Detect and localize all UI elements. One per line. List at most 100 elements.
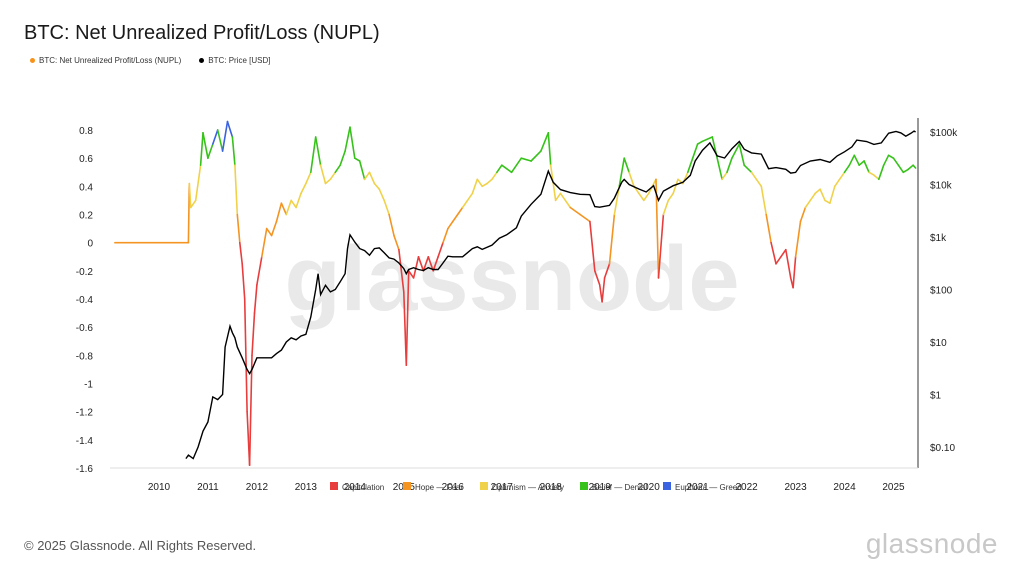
nupl-segment	[554, 192, 562, 202]
nupl-segment	[231, 136, 236, 166]
nupl-segment	[743, 164, 753, 174]
nupl-segment	[814, 188, 821, 195]
y-left-tick-label: -1.6	[76, 464, 94, 475]
nupl-segment	[207, 143, 214, 159]
nupl-segment	[882, 154, 890, 166]
nupl-segment	[334, 164, 342, 174]
copyright: © 2025 Glassnode. All Rights Reserved.	[24, 538, 257, 553]
zone-legend-item[interactable]: Optimism — Anxiety	[480, 482, 564, 492]
nupl-segment	[873, 174, 880, 181]
nupl-segment	[877, 164, 885, 181]
nupl-segment	[701, 136, 714, 143]
legend-label-nupl: BTC: Net Unrealized Profit/Loss (NUPL)	[39, 56, 182, 65]
nupl-segment	[750, 171, 758, 181]
legend-dot-nupl	[30, 58, 35, 63]
y-left-tick-label: 0.4	[79, 182, 93, 193]
zone-label: Capitulation	[342, 483, 384, 492]
nupl-segment	[618, 157, 626, 188]
nupl-segment	[285, 199, 293, 216]
nupl-segment	[442, 227, 449, 244]
nupl-segment	[608, 213, 616, 265]
nupl-segment	[868, 171, 875, 176]
y-right-tick-label: $10	[930, 338, 947, 349]
nupl-segment	[540, 132, 550, 152]
nupl-segment	[794, 220, 802, 258]
nupl-segment	[491, 171, 498, 181]
legend-item-nupl[interactable]: BTC: Net Unrealized Profit/Loss (NUPL)	[30, 56, 181, 65]
nupl-segment	[897, 164, 905, 174]
watermark: glassnode	[284, 228, 739, 330]
x-tick-label: 2020	[638, 482, 661, 493]
zone-legend-item[interactable]: Hope — Fear	[403, 482, 463, 492]
nupl-segment	[672, 178, 679, 195]
nupl-segment	[199, 132, 204, 166]
x-tick-label: 2024	[833, 482, 856, 493]
nupl-segment	[912, 164, 917, 169]
nupl-segment	[510, 157, 523, 174]
nupl-segment	[500, 164, 513, 174]
nupl-segment	[412, 255, 420, 279]
nupl-segment	[388, 213, 395, 237]
nupl-segment	[780, 248, 787, 258]
nupl-segment	[760, 185, 768, 216]
nupl-segment	[216, 129, 224, 152]
nupl-segment	[476, 178, 484, 188]
x-axis: 2010201120122013201420152016201720182019…	[148, 482, 905, 493]
zone-legend-item[interactable]: Capitulation	[330, 482, 384, 492]
nupl-segment	[691, 143, 699, 159]
nupl-segment	[726, 157, 733, 174]
nupl-segment	[305, 171, 312, 185]
nupl-segment	[496, 164, 503, 174]
nupl-segment	[241, 262, 246, 300]
nupl-segment	[784, 248, 792, 279]
zone-legend-item[interactable]: Belief — Denial	[580, 482, 647, 492]
nupl-segment	[838, 171, 846, 181]
legend-item-price[interactable]: BTC: Price [USD]	[199, 56, 271, 65]
nupl-segment	[853, 154, 861, 166]
x-tick-label: 2021	[687, 482, 710, 493]
legend-dot-price	[199, 58, 205, 63]
nupl-segment	[466, 192, 474, 202]
nupl-segment	[559, 192, 572, 209]
nupl-segment	[194, 164, 202, 202]
nupl-segment	[829, 185, 836, 204]
nupl-segment	[848, 154, 856, 166]
nupl-segment	[738, 143, 746, 166]
nupl-segment	[309, 136, 317, 174]
y-right-tick-label: $0.10	[930, 443, 955, 454]
nupl-segment	[300, 182, 307, 195]
y-left-tick-label: -1	[84, 380, 93, 391]
nupl-segment	[344, 126, 351, 152]
y-left-tick-label: -0.4	[76, 295, 94, 306]
price-line	[185, 130, 916, 460]
nupl-segment	[398, 248, 405, 293]
nupl-segment	[265, 227, 273, 237]
y-axis-left: 0.8 0.6 0.4 0.2 0 -0.2 -0.4 -0.6 -0.8 -1 -1.2 -1.4 -…	[76, 126, 94, 475]
y-left-tick-label: 0.6	[79, 154, 93, 165]
nupl-segment	[358, 160, 366, 181]
nupl-segment	[613, 185, 621, 216]
x-tick-label: 2023	[784, 482, 807, 493]
nupl-segment	[437, 241, 444, 258]
legend: BTC: Net Unrealized Profit/Loss (NUPL) B…	[30, 56, 271, 65]
x-tick-label: 2014	[344, 482, 367, 493]
nupl-segment	[471, 178, 479, 195]
x-tick-label: 2010	[148, 482, 171, 493]
nupl-segment	[601, 277, 606, 303]
zone-legend-item[interactable]: Euphoria — Greed	[663, 482, 742, 492]
nupl-segment	[349, 126, 356, 159]
nupl-segment	[731, 143, 741, 159]
nupl-segment	[188, 182, 192, 209]
zone-swatch	[663, 482, 671, 490]
y-left-tick-label: -0.6	[76, 323, 94, 334]
nupl-series	[114, 120, 917, 467]
nupl-segment	[686, 157, 694, 174]
nupl-segment	[547, 132, 552, 166]
nupl-segment	[368, 171, 376, 185]
nupl-segment	[451, 213, 459, 223]
nupl-segment	[696, 140, 704, 145]
nupl-segment	[212, 129, 219, 145]
x-tick-label: 2017	[491, 482, 514, 493]
y-left-tick-label: 0	[87, 239, 93, 250]
zone-swatch	[330, 482, 338, 490]
